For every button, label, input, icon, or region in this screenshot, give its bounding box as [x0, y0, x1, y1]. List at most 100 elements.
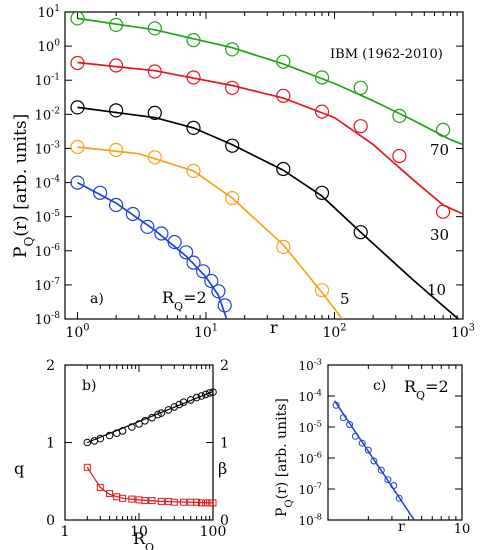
data-point [186, 70, 201, 85]
data-point [353, 80, 368, 95]
data-point [105, 431, 114, 440]
data-point [225, 138, 240, 153]
data-point [147, 21, 162, 36]
data-point [392, 148, 407, 164]
data-point [217, 298, 232, 313]
data-point [147, 150, 162, 165]
panel-a-frame [64, 11, 464, 320]
y-tick-label: 10-5 [299, 419, 322, 435]
panel-c-axes: 10 10-3 10-4 10-5 10-6 10-7 10-8 [299, 357, 471, 537]
y-tick-label: 10-6 [299, 450, 322, 466]
data-point [209, 388, 217, 396]
data-point [390, 482, 398, 489]
data-point [436, 204, 451, 219]
data-point [193, 498, 201, 506]
y-tick-label: 10-5 [35, 209, 61, 226]
data-point [70, 175, 85, 190]
data-point [436, 122, 451, 137]
data-point [70, 55, 85, 71]
fit-line-1 [77, 146, 343, 319]
data-point [147, 64, 162, 79]
data-point [358, 439, 366, 447]
data-point [179, 398, 188, 407]
data-point [314, 283, 330, 298]
panel-a-annotation-rq: RQ=2 [162, 288, 207, 313]
data-point [209, 499, 217, 507]
data-point [170, 498, 178, 506]
data-point [314, 70, 330, 85]
y-tick-label-left: 2 [46, 358, 55, 374]
data-point [339, 414, 347, 422]
data-point [370, 457, 378, 465]
x-tick-label: 1 [61, 524, 70, 540]
data-point [119, 494, 127, 502]
data-point [141, 497, 149, 505]
series-label-70: 70 [430, 141, 449, 159]
data-point [70, 100, 85, 115]
panel-c-ylabel: PQ(r) [arb. units] [274, 398, 295, 517]
panel-c-frame [327, 364, 463, 521]
data-point [202, 390, 210, 399]
data-point [204, 273, 219, 289]
data-point [179, 245, 194, 260]
x-tick-label: 10 [454, 522, 471, 537]
data-point [196, 264, 211, 279]
x-tick-label: 101 [194, 323, 218, 341]
data-point [147, 105, 162, 121]
data-point [118, 427, 127, 435]
y-tick-label: 10-3 [35, 141, 61, 158]
data-point [346, 421, 354, 428]
data-point [170, 403, 179, 411]
data-point [108, 142, 124, 158]
data-point [154, 410, 162, 419]
data-point [225, 42, 240, 57]
series-label-30: 30 [430, 226, 449, 244]
data-point [364, 446, 372, 454]
data-point [175, 400, 184, 409]
y-tick-label: 10-7 [299, 481, 322, 497]
data-point [106, 490, 114, 498]
panel-a-plot [70, 12, 463, 319]
x-tick-label: 103 [451, 323, 475, 341]
y-tick-label-left: 1 [46, 436, 55, 452]
data-point [128, 423, 136, 431]
data-point [128, 495, 136, 503]
y-tick-label-right: 2 [220, 358, 229, 374]
y-tick-label: 10-8 [35, 311, 61, 328]
fit-line-0 [87, 390, 214, 444]
panel-a-xlabel: r [270, 318, 278, 337]
data-point [186, 163, 201, 178]
y-tick-label: 100 [38, 38, 61, 55]
fit-line-2 [77, 106, 459, 319]
data-point [276, 54, 291, 69]
data-point [180, 498, 188, 506]
data-point [125, 206, 140, 222]
data-point [140, 219, 155, 234]
data-point [70, 12, 85, 26]
y-tick-label: 101 [38, 4, 60, 21]
data-point [96, 483, 104, 491]
y-tick-label: 10-1 [35, 72, 60, 89]
y-tick-label: 10-4 [35, 175, 61, 192]
data-point [108, 17, 124, 32]
panel-a-axes: 100 101 102 103 10-8 10-7 10-6 10-5 10-4 10-3 10-2… [35, 4, 475, 341]
data-point [108, 197, 124, 213]
panel-b-ylabel-left: q [14, 459, 24, 478]
y-tick-label-right: 1 [220, 436, 229, 452]
data-point [192, 393, 201, 402]
data-point [202, 499, 210, 507]
x-tick-label: 102 [322, 323, 346, 341]
data-point [211, 284, 226, 299]
data-point [332, 401, 340, 409]
data-point [154, 226, 169, 241]
data-point [164, 406, 173, 414]
data-point [395, 494, 403, 502]
data-point [157, 497, 165, 505]
data-point [92, 185, 108, 200]
data-point [377, 466, 385, 474]
data-point [83, 438, 92, 447]
y-tick-label-right: 0 [220, 513, 229, 529]
panel-c-xlabel: r [398, 519, 405, 535]
